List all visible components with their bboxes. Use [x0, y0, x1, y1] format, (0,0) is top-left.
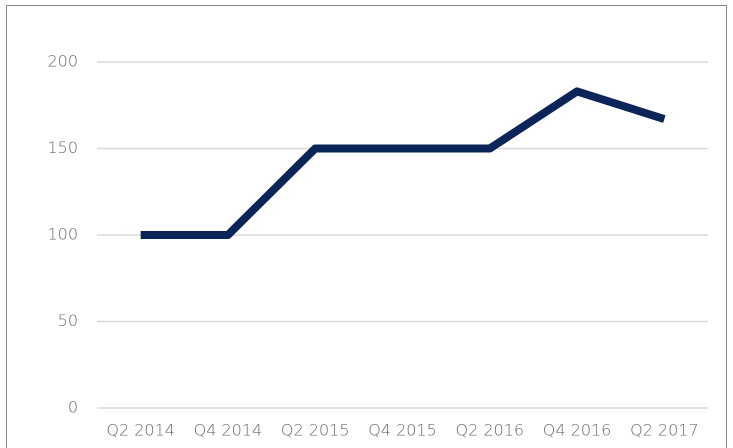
- x-tick-label: Q2 2014: [106, 421, 175, 440]
- y-tick-label: 150: [47, 138, 78, 157]
- y-tick-label: 0: [68, 398, 78, 417]
- y-tick-label: 50: [58, 311, 78, 330]
- x-tick-label: Q2 2015: [281, 421, 350, 440]
- x-tick-label: Q2 2017: [630, 421, 699, 440]
- y-tick-label: 100: [47, 225, 78, 244]
- chart-frame: [6, 5, 727, 448]
- x-tick-label: Q2 2016: [455, 421, 524, 440]
- x-tick-label: Q4 2016: [543, 421, 612, 440]
- x-tick-label: Q4 2015: [368, 421, 437, 440]
- x-tick-label: Q4 2014: [194, 421, 263, 440]
- y-tick-label: 200: [47, 52, 78, 71]
- data-line: [140, 87, 666, 239]
